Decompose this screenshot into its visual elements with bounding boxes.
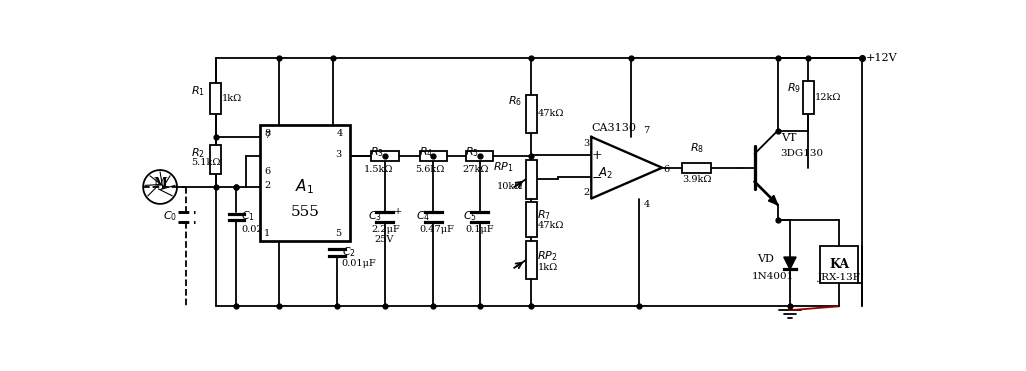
Text: 2: 2 [264, 181, 270, 190]
Text: $C_0$: $C_0$ [163, 209, 177, 223]
Text: 5: 5 [334, 229, 341, 237]
Bar [371, 151, 399, 161]
Text: $C_3$: $C_3$ [368, 209, 382, 223]
Text: 4: 4 [643, 200, 649, 209]
Text: 7: 7 [264, 131, 270, 140]
Text: $A_2$: $A_2$ [597, 166, 613, 181]
Text: $RP_1$: $RP_1$ [492, 160, 513, 174]
Text: $RP_2$: $RP_2$ [538, 249, 558, 263]
Text: $R_2$: $R_2$ [191, 146, 205, 160]
Polygon shape [784, 257, 796, 269]
Text: 27kΩ: 27kΩ [463, 165, 489, 174]
Text: 0.022μF: 0.022μF [241, 225, 282, 234]
Text: $R_6$: $R_6$ [508, 95, 522, 108]
Text: $R_5$: $R_5$ [465, 145, 479, 159]
Bar [525, 160, 537, 198]
Text: 7: 7 [643, 127, 649, 135]
Text: 10kΩ: 10kΩ [497, 181, 523, 191]
Bar [525, 202, 537, 237]
Text: 6: 6 [664, 165, 670, 174]
Polygon shape [591, 137, 662, 198]
Bar [525, 95, 537, 133]
Bar [803, 82, 814, 114]
Text: $C_5$: $C_5$ [463, 209, 477, 223]
Text: $R_7$: $R_7$ [538, 209, 551, 222]
Bar [261, 125, 350, 241]
Text: M: M [153, 177, 167, 190]
Text: 47kΩ: 47kΩ [538, 109, 564, 118]
Text: CA3130: CA3130 [592, 123, 637, 133]
Text: 47kΩ: 47kΩ [538, 221, 564, 230]
Text: 1kΩ: 1kΩ [222, 94, 242, 103]
Text: 6: 6 [264, 167, 270, 176]
Text: +12V: +12V [866, 53, 898, 63]
Bar [420, 151, 447, 161]
Text: 1N4001: 1N4001 [751, 272, 794, 282]
Text: 555: 555 [290, 206, 319, 219]
Text: 0.47μF: 0.47μF [420, 225, 455, 234]
Bar [210, 83, 221, 114]
Text: +: + [592, 149, 602, 162]
Text: $C_4$: $C_4$ [417, 209, 431, 223]
Text: 3: 3 [334, 150, 341, 159]
Text: 8: 8 [264, 129, 270, 138]
Text: $R_1$: $R_1$ [191, 85, 205, 98]
Text: $R_3$: $R_3$ [370, 145, 384, 159]
Text: 2: 2 [584, 188, 590, 197]
Text: 5.1kΩ: 5.1kΩ [191, 158, 221, 167]
Text: 25V: 25V [374, 236, 394, 244]
Text: $R_4$: $R_4$ [419, 145, 433, 159]
Text: KA: KA [829, 258, 850, 271]
Text: JRX-13F: JRX-13F [818, 273, 861, 282]
Text: −: − [592, 172, 602, 185]
Text: 0.01μF: 0.01μF [342, 259, 377, 268]
Text: 1.5kΩ: 1.5kΩ [364, 165, 394, 174]
Text: 5.6kΩ: 5.6kΩ [415, 165, 444, 174]
Text: $A_1$: $A_1$ [295, 178, 314, 196]
Text: 4: 4 [337, 129, 343, 138]
Text: 2.2μF: 2.2μF [371, 225, 400, 234]
Polygon shape [768, 196, 778, 205]
Text: $C_1$: $C_1$ [241, 209, 254, 223]
Bar [820, 246, 859, 283]
Text: 3DG130: 3DG130 [781, 150, 824, 158]
Text: $C_2$: $C_2$ [342, 245, 356, 259]
Text: $R_9$: $R_9$ [787, 82, 801, 95]
Bar [210, 145, 221, 174]
Bar [466, 151, 494, 161]
Text: $R_8$: $R_8$ [689, 142, 704, 155]
Text: 0.1μF: 0.1μF [466, 225, 495, 234]
Text: 3: 3 [584, 139, 590, 148]
Text: 3.9kΩ: 3.9kΩ [682, 175, 711, 184]
Text: 1kΩ: 1kΩ [538, 263, 557, 272]
Text: VD: VD [757, 255, 775, 265]
Bar [682, 163, 711, 173]
Bar [525, 241, 537, 279]
Text: 12kΩ: 12kΩ [815, 93, 841, 102]
Text: 1: 1 [264, 229, 270, 237]
Text: +: + [394, 207, 402, 216]
Text: VT: VT [781, 134, 796, 144]
